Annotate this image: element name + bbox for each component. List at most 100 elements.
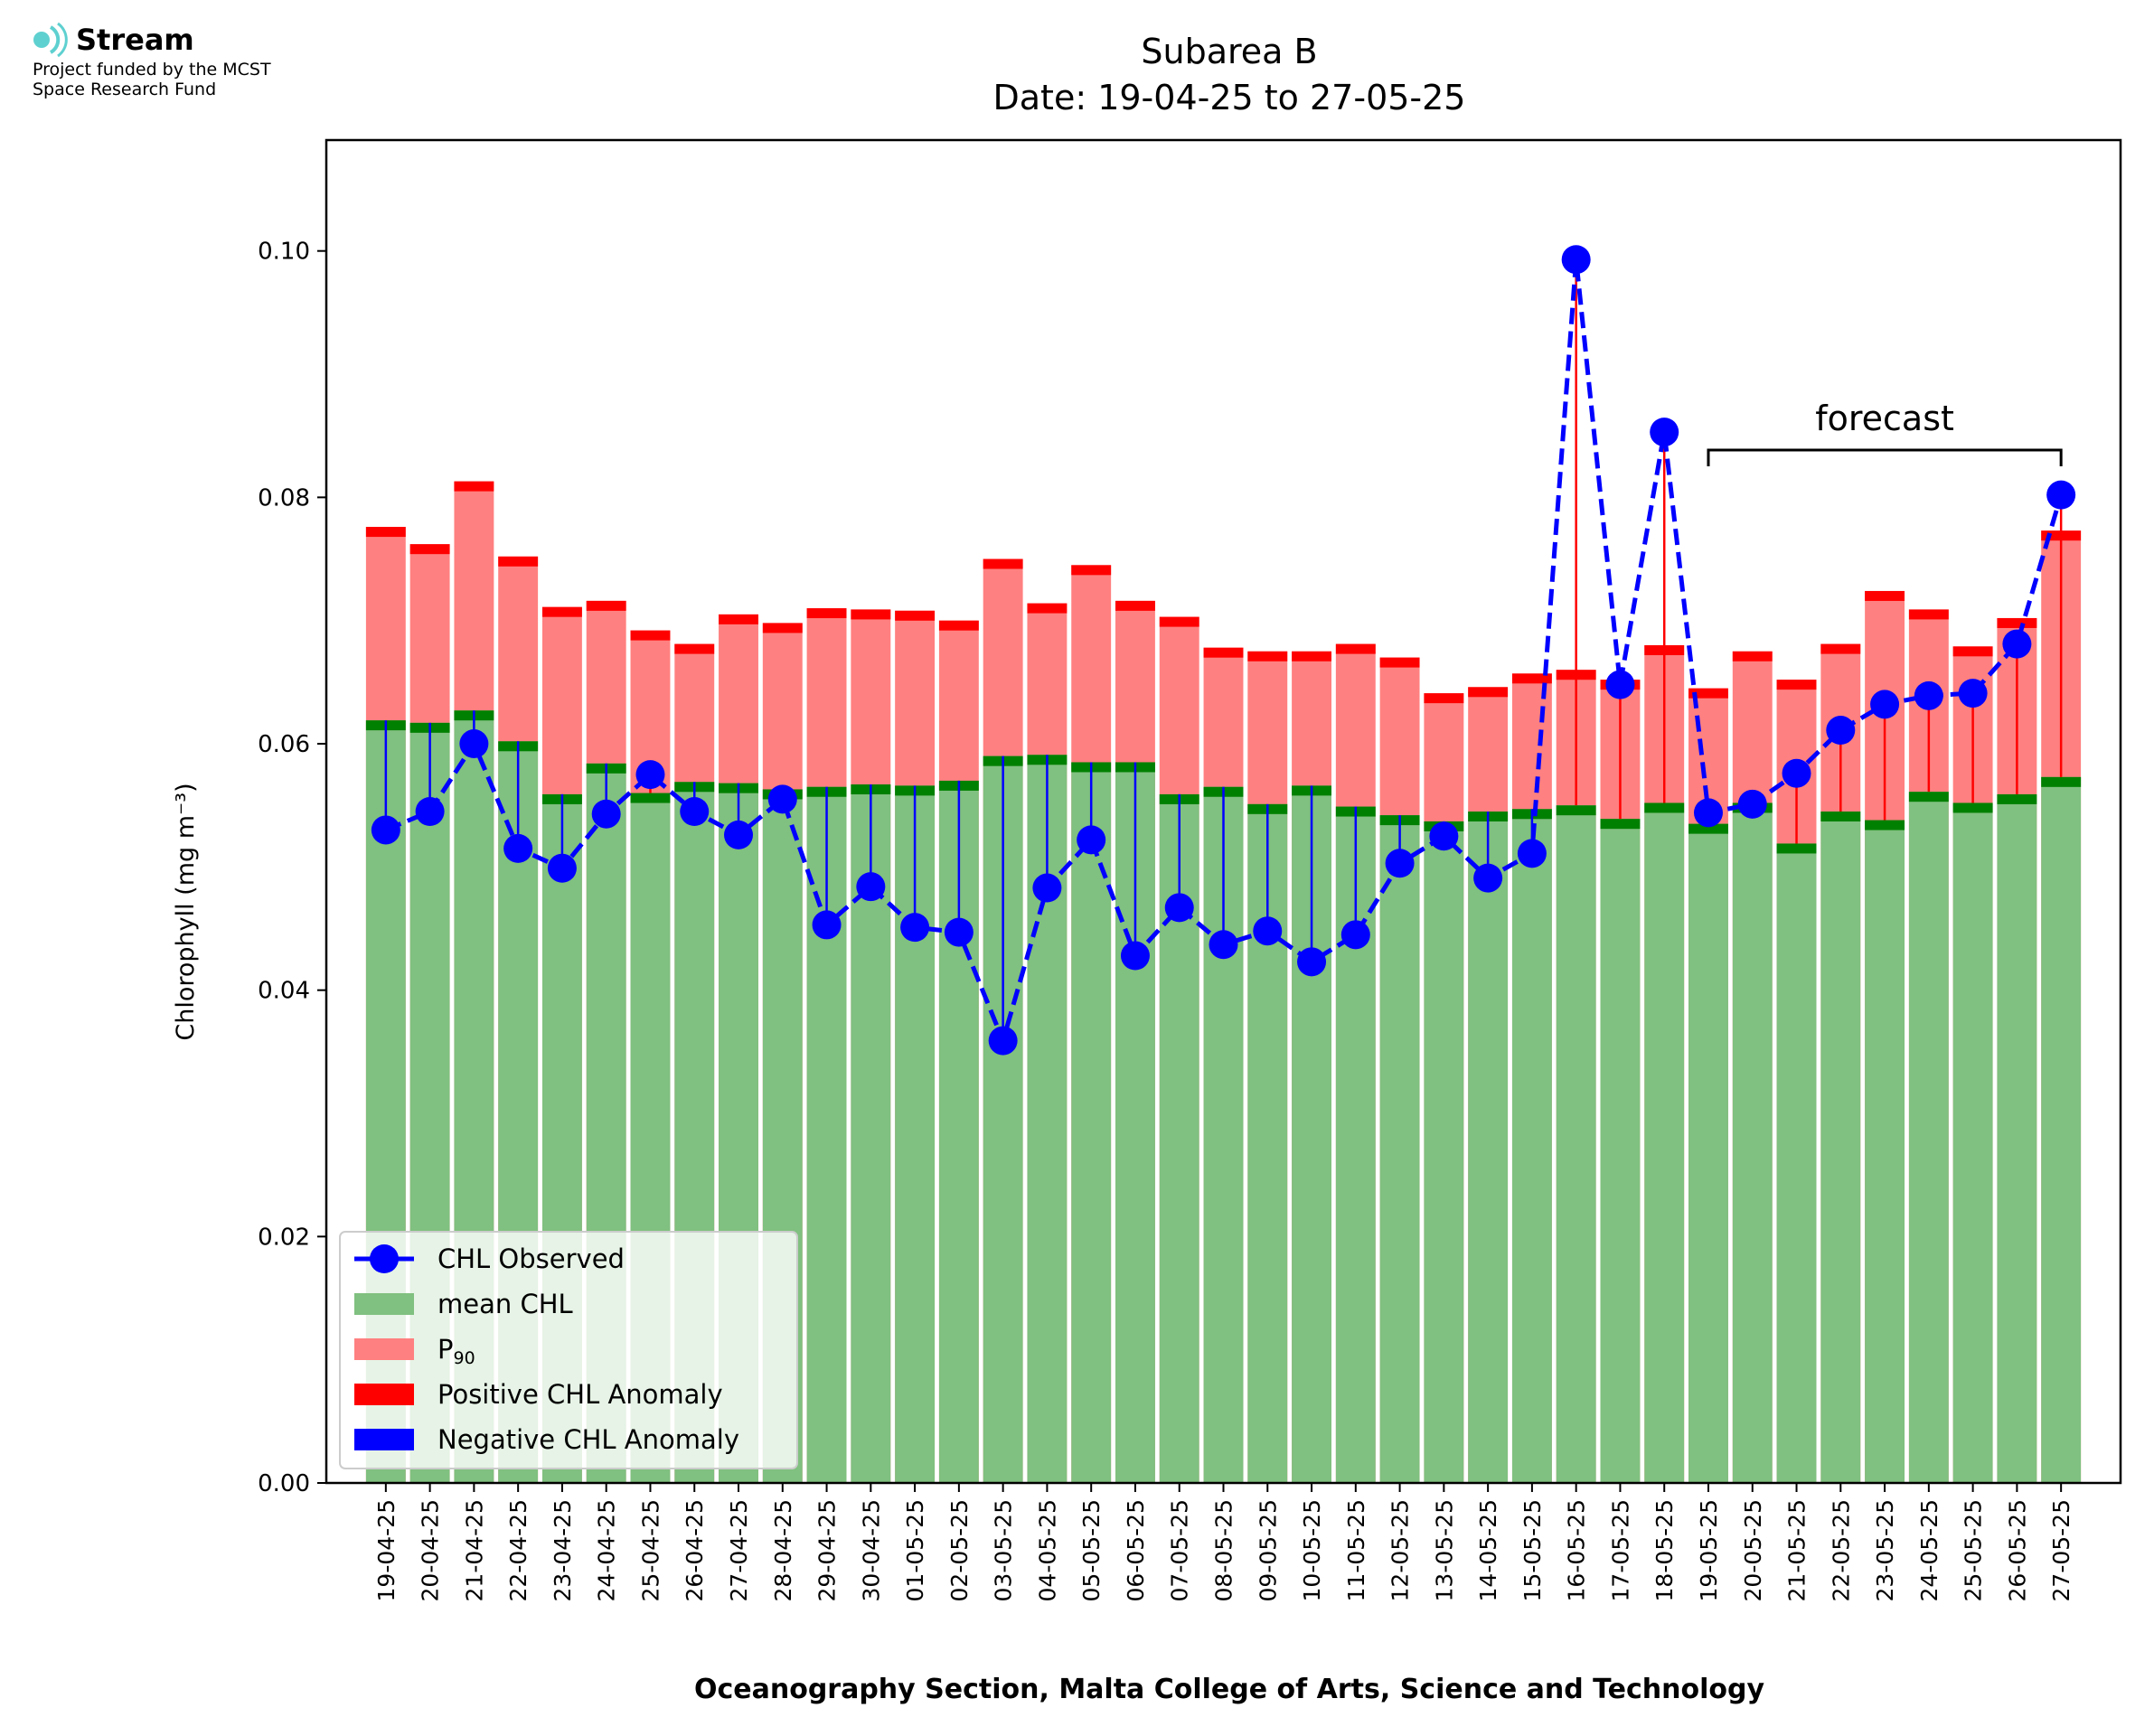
observed-point (1209, 930, 1238, 960)
legend-positive-swatch (354, 1384, 414, 1405)
x-tick-label: 24-04-25 (594, 1499, 620, 1601)
p90-bar-top (1203, 647, 1244, 658)
legend-p90-swatch (354, 1338, 414, 1360)
x-tick-label: 20-04-25 (418, 1499, 444, 1601)
observed-point (724, 820, 754, 849)
p90-bar-top (1908, 609, 1949, 620)
axes-layer: 0.00 0.02 0.04 0.06 0.08 0.10 19-04-25 20-04-25… (258, 138, 2122, 1601)
x-tick-label: 28-04-25 (770, 1499, 796, 1601)
y-tick-label: 0.08 (258, 484, 310, 511)
legend-positive-label: Positive CHL Anomaly (437, 1379, 723, 1410)
mean-bar (2041, 776, 2082, 1483)
mean-bar (1600, 819, 1641, 1483)
x-tick-label: 17-05-25 (1607, 1499, 1633, 1601)
x-tick-label: 23-05-25 (1872, 1499, 1898, 1601)
observed-point (1650, 418, 1679, 447)
p90-bar-top (1952, 646, 1993, 657)
mean-bar-top (1688, 823, 1728, 834)
forecast-annotation: forecast (1707, 399, 2063, 466)
x-tick-label: 29-04-25 (814, 1499, 841, 1601)
p90-bar-top (1865, 590, 1905, 601)
x-tick-label: 13-05-25 (1431, 1499, 1457, 1601)
x-tick-label: 27-05-25 (2048, 1499, 2074, 1601)
observed-point (1782, 758, 1811, 788)
observed-point (1077, 825, 1106, 855)
p90-bar-top (851, 609, 891, 620)
stream-logo: Stream Project funded by the MCST Space … (33, 22, 271, 99)
p90-bar-top (409, 544, 450, 555)
x-tick-label: 19-04-25 (373, 1499, 400, 1601)
x-tick-label: 23-04-25 (550, 1499, 576, 1601)
x-tick-label: 20-05-25 (1740, 1499, 1766, 1601)
mean-bar-top (630, 793, 671, 803)
observed-point (635, 760, 665, 790)
legend-observed-marker (370, 1244, 399, 1273)
x-tick-label: 24-05-25 (1916, 1499, 1942, 1601)
p90-bar-top (762, 623, 803, 633)
x-tick-label: 19-05-25 (1696, 1499, 1722, 1601)
p90-bar-top (586, 600, 626, 611)
y-tick-label: 0.04 (258, 978, 310, 1005)
observed-point (1605, 670, 1635, 699)
x-tick-label: 09-05-25 (1255, 1499, 1281, 1601)
legend-observed-label: CHL Observed (437, 1243, 625, 1274)
stream-wave-icon (33, 22, 68, 58)
observed-point (856, 872, 886, 902)
observed-point (1914, 680, 1943, 710)
mean-bar (1952, 802, 1993, 1483)
p90-bar-top (719, 614, 758, 624)
observed-point (371, 815, 400, 845)
p90-bar-top (454, 481, 494, 492)
x-tick-label: 02-05-25 (946, 1499, 973, 1601)
mean-bar-top (1644, 802, 1685, 813)
mean-bar (1379, 815, 1420, 1483)
x-tick-label: 18-05-25 (1651, 1499, 1678, 1601)
mean-bar (1865, 820, 1905, 1483)
legend-mean-label: mean CHL (437, 1289, 573, 1319)
p90-bar-top (674, 643, 715, 654)
observed-line-layer (371, 245, 2076, 1056)
mean-bar (1424, 821, 1464, 1483)
legend-box (339, 1231, 798, 1469)
x-tick-label: 10-05-25 (1299, 1499, 1325, 1601)
x-tick-label: 07-05-25 (1167, 1499, 1193, 1601)
observed-point (2002, 629, 2032, 659)
p90-bar-top (1997, 617, 2037, 628)
mean-bar-top (1997, 793, 2037, 804)
p90-bar-top (1511, 673, 1552, 684)
observed-point (1032, 873, 1062, 903)
observed-point (1870, 690, 1900, 719)
x-tick-label: 22-04-25 (505, 1499, 531, 1601)
p90-bar-top (1776, 680, 1817, 690)
x-tick-label: 27-04-25 (726, 1499, 752, 1601)
mean-bar (1732, 802, 1773, 1483)
y-tick-label: 0.00 (258, 1470, 310, 1497)
mean-bar (1556, 805, 1596, 1483)
forecast-bracket (1707, 448, 2063, 466)
x-tick-label: 25-04-25 (638, 1499, 664, 1601)
legend-mean-swatch (354, 1293, 414, 1315)
p90-bar-top (806, 608, 847, 619)
y-tick-label: 0.10 (258, 239, 310, 266)
p90-bar-top (1335, 643, 1376, 654)
observed-point (1958, 679, 1988, 708)
p90-bar-top (1071, 565, 1112, 576)
x-tick-label: 06-05-25 (1123, 1499, 1149, 1601)
chart-title: Subarea B (1141, 32, 1317, 71)
p90-bar-top (1292, 651, 1331, 662)
p90-bar-top (498, 556, 539, 567)
observed-point (591, 799, 621, 829)
p90-bar-top (983, 558, 1023, 569)
observed-point (1737, 789, 1767, 819)
x-tick-label: 26-05-25 (2004, 1499, 2030, 1601)
legend-negative-label: Negative CHL Anomaly (437, 1424, 739, 1455)
logo-subtitle-line1: Project funded by the MCST (33, 60, 271, 80)
legend-p90-subscript: 90 (454, 1348, 475, 1368)
observed-point (988, 1026, 1018, 1056)
legend-negative-swatch (354, 1429, 414, 1450)
p90-bar-top (1027, 603, 1068, 614)
mean-bar (1688, 823, 1728, 1483)
mean-bar (1644, 802, 1685, 1483)
logo-subtitle-line2: Space Research Fund (33, 80, 217, 99)
